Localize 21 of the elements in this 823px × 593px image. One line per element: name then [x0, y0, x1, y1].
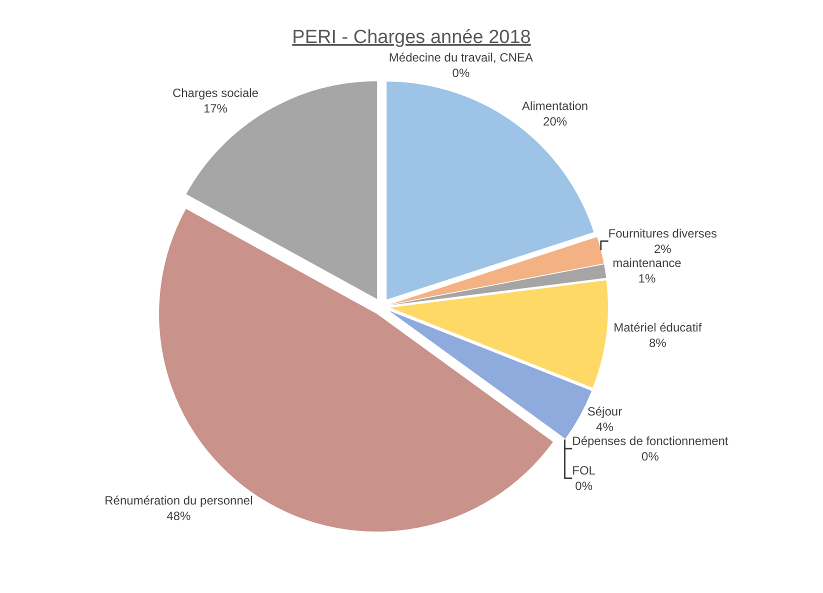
data-label: 17% — [203, 101, 228, 116]
slice-label: Alimentation — [522, 98, 588, 113]
data-label: 48% — [166, 509, 192, 524]
category-label: FOL — [572, 463, 596, 478]
data-label: 8% — [648, 336, 667, 350]
slice-label: Rénumération du personnel — [104, 493, 253, 508]
data-label: 2% — [654, 242, 672, 256]
slice-label: Fournitures diverses — [608, 226, 718, 240]
slice-label: maintenance — [612, 256, 682, 270]
text: 0% — [642, 449, 659, 464]
category-label: Médecine du travail, CNEA — [388, 50, 533, 64]
text: 0% — [575, 479, 592, 494]
data-label: 4% — [596, 420, 614, 434]
data-label: 1% — [638, 272, 656, 286]
chart-title: PERI - Charges année 2018 — [292, 26, 531, 48]
slice-label: Charges sociale — [172, 86, 259, 100]
legend-label: Dépenses de fonctionnement — [572, 434, 729, 448]
data-label: 20% — [543, 114, 568, 128]
slice-label: Séjour — [587, 404, 622, 418]
slice-label: Matériel éducatif — [614, 320, 702, 334]
text: 0% — [452, 66, 470, 80]
